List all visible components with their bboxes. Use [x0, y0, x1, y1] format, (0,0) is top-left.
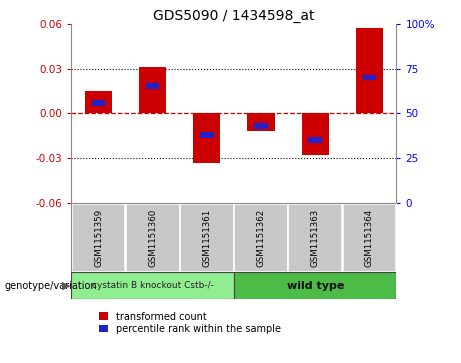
Text: GSM1151361: GSM1151361 — [202, 209, 212, 267]
Bar — [193, 113, 220, 163]
Text: GSM1151359: GSM1151359 — [94, 209, 103, 267]
Bar — [234, 272, 396, 299]
Bar — [139, 67, 166, 113]
Bar — [71, 272, 234, 299]
Text: genotype/variation: genotype/variation — [5, 281, 97, 291]
Bar — [200, 132, 213, 138]
Bar — [289, 204, 342, 272]
Bar — [234, 204, 288, 272]
Text: wild type: wild type — [287, 281, 344, 291]
Bar — [343, 204, 396, 272]
Bar — [356, 28, 383, 113]
Bar — [92, 100, 105, 106]
Bar — [308, 138, 322, 143]
Bar — [146, 83, 160, 89]
Bar — [180, 204, 234, 272]
Bar — [72, 204, 125, 272]
Bar — [85, 91, 112, 113]
Bar — [363, 74, 376, 81]
Bar — [301, 113, 329, 155]
Text: GSM1151363: GSM1151363 — [311, 209, 320, 267]
Text: GSM1151364: GSM1151364 — [365, 209, 374, 267]
Text: cystatin B knockout Cstb-/-: cystatin B knockout Cstb-/- — [92, 281, 213, 290]
Text: GSM1151360: GSM1151360 — [148, 209, 157, 267]
Text: GSM1151362: GSM1151362 — [256, 209, 266, 267]
Bar — [248, 113, 275, 131]
Legend: transformed count, percentile rank within the sample: transformed count, percentile rank withi… — [100, 311, 281, 334]
Bar — [126, 204, 179, 272]
Bar — [254, 123, 268, 129]
Text: ▶: ▶ — [62, 281, 71, 291]
Title: GDS5090 / 1434598_at: GDS5090 / 1434598_at — [153, 9, 315, 23]
